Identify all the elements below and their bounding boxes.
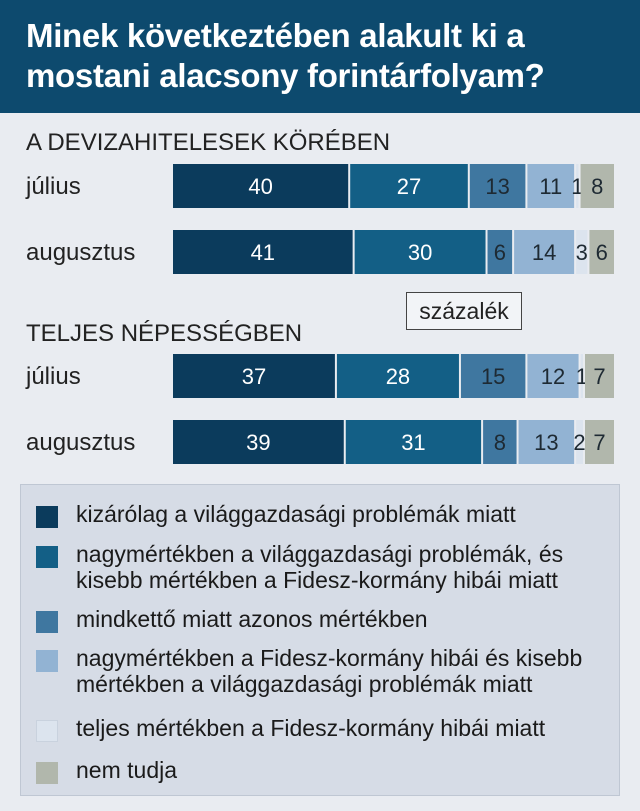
- group-title-population: TELJES NÉPESSÉGBEN: [26, 320, 303, 347]
- legend-swatch: [36, 506, 58, 528]
- row-label: augusztus: [26, 239, 135, 266]
- bar-segment: [336, 354, 459, 398]
- legend-label: nagymértékben a világgazdasági problémák…: [76, 541, 564, 593]
- chart-title: Minek következtében alakult ki a mostani…: [26, 17, 545, 94]
- bar-segment: [584, 420, 614, 464]
- row-label: július: [25, 363, 81, 390]
- bar-segment: [576, 164, 579, 208]
- bar-segment: [527, 164, 575, 208]
- data-label: 11: [539, 174, 562, 199]
- bar-segment: [469, 164, 526, 208]
- unit-label: százalék: [406, 292, 522, 330]
- bar-segment: [576, 230, 588, 274]
- data-label: 13: [534, 430, 558, 455]
- data-label: 7: [593, 430, 605, 455]
- bar-segment: [354, 230, 486, 274]
- bar-segment: [460, 354, 526, 398]
- bar-segment: [345, 420, 482, 464]
- bar-segment: [580, 164, 614, 208]
- bar-segment: [580, 354, 583, 398]
- legend-label: kizárólag a világgazdasági problémák mia…: [76, 501, 516, 527]
- data-label: 12: [541, 364, 565, 389]
- bar-segment: [589, 230, 614, 274]
- row-label: augusztus: [26, 429, 135, 456]
- data-label: 30: [408, 240, 432, 265]
- data-label: 2: [573, 430, 585, 455]
- data-label: 6: [596, 240, 608, 265]
- data-label: 41: [251, 240, 275, 265]
- legend-label: nem tudja: [76, 757, 178, 783]
- bar-segment: [173, 230, 353, 274]
- data-label: 15: [481, 364, 505, 389]
- bar-segment: [527, 354, 579, 398]
- legend-label: teljes mértékben a Fidesz-kormány hibái …: [76, 715, 546, 741]
- bar-segment: [576, 420, 583, 464]
- legend: kizárólag a világgazdasági problémák mia…: [20, 484, 620, 796]
- data-label: 1: [576, 364, 588, 389]
- title-banner: Minek következtében alakult ki a mostani…: [0, 0, 640, 113]
- bar-segment: [483, 420, 517, 464]
- data-label: 8: [494, 430, 506, 455]
- data-label: 31: [401, 430, 425, 455]
- data-label: 28: [386, 364, 410, 389]
- data-label: 6: [494, 240, 506, 265]
- bar-segment: [514, 230, 575, 274]
- bar-segment: [350, 164, 468, 208]
- data-label: 37: [242, 364, 266, 389]
- data-label: 27: [397, 174, 421, 199]
- data-label: 8: [591, 174, 603, 199]
- data-label: 14: [532, 240, 556, 265]
- data-label: 40: [248, 174, 272, 199]
- legend-label: mindkettő miatt azonos mértékben: [76, 606, 428, 632]
- bar-segment: [487, 230, 513, 274]
- legend-swatch: [36, 611, 58, 633]
- bar-segment: [518, 420, 575, 464]
- bar-segment: [173, 164, 349, 208]
- row-label: július: [25, 173, 81, 200]
- group-title-borrowers: A DEVIZAHITELESEK KÖRÉBEN: [26, 129, 391, 156]
- data-label: 3: [576, 240, 588, 265]
- legend-swatch: [36, 720, 58, 742]
- legend-label: nagymértékben a Fidesz-kormány hibái és …: [76, 645, 583, 697]
- data-label: 7: [593, 364, 605, 389]
- data-label: 1: [571, 174, 583, 199]
- bar-segment: [173, 354, 335, 398]
- data-label: 39: [246, 430, 270, 455]
- bar-segment: [584, 354, 614, 398]
- legend-swatch: [36, 546, 58, 568]
- bar-segment: [173, 420, 344, 464]
- legend-swatch: [36, 650, 58, 672]
- data-label: 13: [485, 174, 509, 199]
- legend-swatch: [36, 762, 58, 784]
